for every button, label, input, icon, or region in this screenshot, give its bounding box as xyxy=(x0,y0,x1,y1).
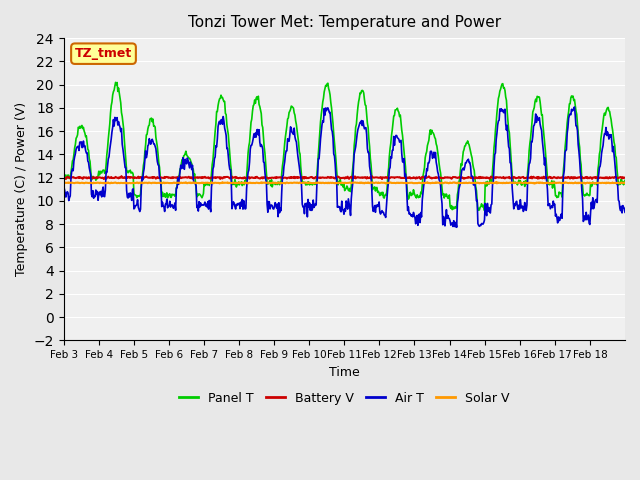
Legend: Panel T, Battery V, Air T, Solar V: Panel T, Battery V, Air T, Solar V xyxy=(174,387,515,410)
Air T xyxy=(125,194,133,200)
Battery V xyxy=(257,175,265,180)
Air T xyxy=(278,188,285,194)
Solar V xyxy=(278,180,285,186)
Panel T xyxy=(60,174,67,180)
Battery V xyxy=(118,173,125,179)
Solar V xyxy=(621,180,629,185)
Air T xyxy=(257,144,264,149)
Title: Tonzi Tower Met: Temperature and Power: Tonzi Tower Met: Temperature and Power xyxy=(188,15,501,30)
Line: Air T: Air T xyxy=(63,107,625,228)
Line: Battery V: Battery V xyxy=(63,176,625,179)
Battery V xyxy=(230,175,237,180)
Solar V xyxy=(492,179,500,185)
Solar V xyxy=(531,180,538,186)
Panel T xyxy=(403,184,411,190)
Panel T xyxy=(112,80,120,85)
Line: Panel T: Panel T xyxy=(63,83,625,211)
Air T xyxy=(621,209,629,215)
Solar V xyxy=(257,180,264,186)
Battery V xyxy=(403,175,411,180)
Panel T xyxy=(435,154,442,160)
Y-axis label: Temperature (C) / Power (V): Temperature (C) / Power (V) xyxy=(15,102,28,276)
Panel T xyxy=(278,163,286,168)
X-axis label: Time: Time xyxy=(329,366,360,379)
Panel T xyxy=(621,178,629,183)
Battery V xyxy=(127,174,134,180)
Air T xyxy=(571,104,579,110)
Solar V xyxy=(229,180,237,186)
Battery V xyxy=(60,175,67,180)
Solar V xyxy=(60,180,67,185)
Air T xyxy=(403,177,410,183)
Air T xyxy=(434,169,442,175)
Solar V xyxy=(434,180,442,186)
Battery V xyxy=(417,176,425,182)
Air T xyxy=(60,194,67,200)
Text: TZ_tmet: TZ_tmet xyxy=(75,47,132,60)
Solar V xyxy=(125,180,133,186)
Panel T xyxy=(481,208,488,214)
Battery V xyxy=(621,175,629,180)
Panel T xyxy=(230,180,237,186)
Panel T xyxy=(257,111,265,117)
Air T xyxy=(453,225,461,230)
Solar V xyxy=(403,180,410,186)
Panel T xyxy=(127,167,134,173)
Battery V xyxy=(278,175,286,180)
Line: Solar V: Solar V xyxy=(63,182,625,183)
Air T xyxy=(229,202,237,208)
Battery V xyxy=(435,175,443,180)
